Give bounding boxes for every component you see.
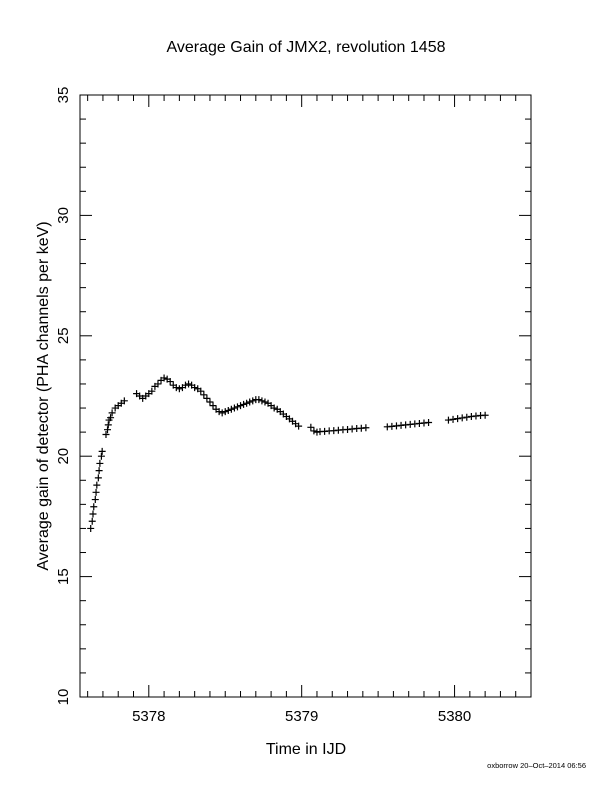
data-points <box>87 374 489 532</box>
data-point <box>233 403 241 411</box>
data-point <box>197 387 205 395</box>
y-axis-label: Average gain of detector (PHA channels p… <box>35 221 52 570</box>
data-point <box>218 409 226 417</box>
y-tick-label: 30 <box>55 207 72 224</box>
data-point <box>175 385 183 393</box>
data-point <box>181 381 189 389</box>
x-axis-label: Time in IJD <box>266 741 346 758</box>
chart-title: Average Gain of JMX2, revolution 1458 <box>167 39 446 56</box>
x-tick-label: 5378 <box>132 708 165 725</box>
data-point <box>98 447 106 455</box>
data-point <box>463 413 471 421</box>
y-tick-label: 35 <box>55 87 72 104</box>
data-point <box>240 400 248 408</box>
data-point <box>102 431 110 439</box>
data-point <box>160 374 168 382</box>
y-tick-label: 25 <box>55 327 72 344</box>
data-point <box>203 394 211 402</box>
data-point <box>227 405 235 413</box>
data-point <box>148 387 156 395</box>
data-point <box>87 524 95 532</box>
data-point <box>481 411 489 419</box>
data-point <box>454 415 462 423</box>
data-point <box>295 422 303 430</box>
data-point <box>258 397 266 405</box>
axis-ticks <box>80 94 532 698</box>
data-point <box>449 415 457 423</box>
data-point <box>93 481 101 489</box>
data-point <box>166 378 174 386</box>
tick-labels: 5378 5379 5380 10 15 20 25 30 35 <box>55 87 471 725</box>
data-point <box>172 384 180 392</box>
data-point <box>97 452 105 460</box>
data-point <box>191 384 199 392</box>
footer-stamp: oxborrow 20–Oct–2014 06:56 <box>487 761 586 770</box>
plot-frame <box>79 94 532 698</box>
data-point <box>91 496 99 504</box>
data-point <box>243 399 251 407</box>
data-point <box>209 402 217 410</box>
data-point <box>200 391 208 399</box>
data-point <box>108 409 116 417</box>
data-point <box>230 404 238 412</box>
y-tick-label: 15 <box>55 568 72 585</box>
y-tick-label: 20 <box>55 448 72 465</box>
x-tick-label: 5379 <box>285 708 318 725</box>
data-point <box>154 380 162 388</box>
data-point <box>249 397 257 405</box>
data-point <box>120 397 128 405</box>
data-point <box>425 418 433 426</box>
data-point <box>104 421 112 429</box>
data-point <box>104 426 112 434</box>
data-point <box>221 408 229 416</box>
data-point <box>237 402 245 410</box>
data-point <box>88 517 96 525</box>
data-point <box>92 488 100 496</box>
data-point <box>261 398 269 406</box>
data-point <box>458 414 466 422</box>
data-point <box>95 467 103 475</box>
data-point <box>215 408 223 416</box>
data-point <box>94 474 102 482</box>
data-point <box>310 427 318 435</box>
data-point <box>307 423 315 431</box>
y-tick-label: 10 <box>55 689 72 706</box>
x-tick-label: 5380 <box>438 708 471 725</box>
data-point <box>270 404 278 412</box>
data-point <box>185 380 193 388</box>
data-point <box>96 459 104 467</box>
data-point <box>90 503 98 511</box>
data-point <box>255 396 263 404</box>
data-point <box>444 416 452 424</box>
data-point <box>224 406 232 414</box>
data-point <box>206 398 214 406</box>
data-point <box>246 398 254 406</box>
data-point <box>89 510 97 518</box>
data-point <box>362 424 370 432</box>
data-point <box>107 414 115 422</box>
